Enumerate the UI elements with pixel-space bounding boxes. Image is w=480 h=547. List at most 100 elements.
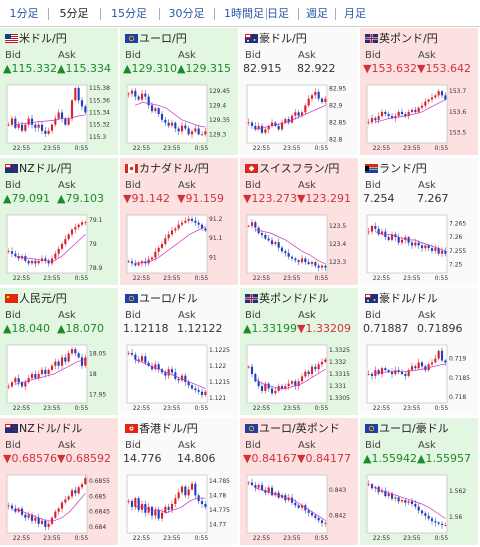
chart-container[interactable]: 14.785 14.78 14.775 14.77 22:55 23:55 0:55 xyxy=(125,473,235,542)
tab-2[interactable]: 5分足 xyxy=(59,7,89,20)
candle-body xyxy=(70,229,74,235)
candle-body xyxy=(27,378,30,383)
chart-container[interactable]: 129.45 129.4 129.35 129.3 22:55 23:55 0:55 xyxy=(125,83,235,152)
candle-body xyxy=(14,253,17,257)
y-tick-label: 82.95 xyxy=(329,85,346,92)
currency-pair-link[interactable]: NZドル/ドル xyxy=(5,421,82,437)
chart-container[interactable]: 1.1225 1.122 1.1215 1.121 22:55 23:55 0:55 xyxy=(125,343,235,412)
tab-5[interactable]: 1時間足 xyxy=(224,7,264,20)
rate-panel[interactable]: 豪ドル/円 Bid Ask 82.915 82.922 82.95 82.9 82.85 82.… xyxy=(240,28,358,155)
candle-body xyxy=(304,371,307,377)
chart-container[interactable]: 79.1 79 78.9 22:55 23:55 0:55 xyxy=(5,213,115,282)
price-chart: 18.05 18 17.95 22:55 23:55 0:55 xyxy=(6,344,106,412)
currency-pair-label: 人民元/円 xyxy=(19,292,67,305)
rate-panel[interactable]: 英ポンド/円 Bid Ask ▼153.632 ▼153.642 153.7 153.6 15… xyxy=(360,28,478,155)
chart-container[interactable]: 0.843 0.842 22:55 23:55 0:55 xyxy=(245,473,355,542)
ask-label: Ask xyxy=(58,50,76,61)
chart-plot-area xyxy=(246,214,328,274)
chart-container[interactable]: 0.6855 0.685 0.6845 0.684 22:55 23:55 0:55 xyxy=(5,473,115,542)
candle-body xyxy=(417,506,420,511)
currency-pair-link[interactable]: ユーロ/英ポンド xyxy=(245,421,340,437)
bid-label: Bid xyxy=(245,50,261,61)
y-tick-label: 129.45 xyxy=(209,88,230,95)
chart-container[interactable]: 1.3325 1.332 1.3315 1.331 1.3305 22:55 23:55 0:… xyxy=(245,343,355,412)
bid-value: 82.915 xyxy=(243,62,282,75)
currency-pair-link[interactable]: 香港ドル/円 xyxy=(125,421,198,437)
candle-body xyxy=(204,391,207,395)
currency-pair-link[interactable]: 豪ドル/ドル xyxy=(365,291,438,307)
rate-panel[interactable]: スイスフラン/円 Bid Ask ▼123.273 ▼123.291 123.5 123.4… xyxy=(240,158,358,285)
currency-pair-label: NZドル/円 xyxy=(19,162,72,175)
tab-6[interactable]: 日足 xyxy=(267,7,289,20)
candle-body xyxy=(437,350,440,359)
currency-pair-link[interactable]: ユーロ/円 xyxy=(125,31,187,47)
tab-7[interactable]: 週足 xyxy=(306,7,328,20)
chart-container[interactable]: 115.38 115.36 115.34 115.32 115.3 22:55 23:55 0… xyxy=(5,83,115,152)
rate-panel[interactable]: ユーロ/円 Bid Ask ▲129.310 ▲129.315 129.45 129.4 12… xyxy=(120,28,238,155)
y-tick-label: 18 xyxy=(89,371,97,378)
candle-body xyxy=(290,381,294,384)
candle-body xyxy=(250,222,254,226)
ask-label: Ask xyxy=(58,310,76,321)
currency-pair-label: ユーロ/英ポンド xyxy=(259,422,340,435)
rate-panel[interactable]: 英ポンド/ドル Bid Ask ▲1.33199 ▼1.33209 1.3325 1.332… xyxy=(240,288,358,415)
candle-body xyxy=(420,362,424,367)
rate-panel[interactable]: ユーロ/ドル Bid Ask 1.12118 1.12122 1.1225 1.122 1.1… xyxy=(120,288,238,415)
candle-body xyxy=(434,358,437,363)
chart-container[interactable]: 91.2 91.1 91 22:55 23:55 0:55 xyxy=(125,213,235,282)
chart-container[interactable]: 7.265 7.26 7.255 7.25 22:55 23:55 0:55 xyxy=(365,213,475,282)
currency-pair-link[interactable]: 米ドル/円 xyxy=(5,31,67,47)
rate-panel[interactable]: 豪ドル/ドル Bid Ask 0.71887 0.71896 0.719 0.7185 0.7… xyxy=(360,288,478,415)
x-tick-label: 22:55 xyxy=(373,145,390,152)
currency-pair-link[interactable]: ユーロ/豪ドル xyxy=(365,421,449,437)
currency-pair-link[interactable]: ユーロ/ドル xyxy=(125,291,198,307)
rate-panel[interactable]: ユーロ/豪ドル Bid Ask ▲1.55942 ▲1.55957 1.562 1.56 22… xyxy=(360,418,478,545)
rate-panel[interactable]: ランド/円 Bid Ask 7.254 7.267 7.265 7.26 7.255 7.25 2… xyxy=(360,158,478,285)
chart-container[interactable]: 153.7 153.6 153.5 22:55 23:55 0:55 xyxy=(365,83,475,152)
currency-pair-link[interactable]: カナダドル/円 xyxy=(125,161,209,177)
bid-value: ▲79.091 xyxy=(3,192,50,205)
currency-pair-link[interactable]: 豪ドル/円 xyxy=(245,31,307,47)
y-tick-label: 153.5 xyxy=(449,130,466,137)
chart-container[interactable]: 1.562 1.56 22:55 23:55 0:55 xyxy=(365,473,475,542)
candle-body xyxy=(14,118,17,128)
candle-body xyxy=(184,125,187,129)
rate-panel[interactable]: NZドル/円 Bid Ask ▲79.091 ▲79.103 79.1 79 78.9 22:5… xyxy=(0,158,118,285)
tab-3[interactable]: 15分足 xyxy=(111,7,147,20)
candle-body xyxy=(387,370,390,373)
chart-container[interactable]: 18.05 18 17.95 22:55 23:55 0:55 xyxy=(5,343,115,412)
y-tick-label: 129.4 xyxy=(209,102,226,109)
rate-panel[interactable]: カナダドル/円 Bid Ask ▼91.142 ▼91.159 91.2 91.1 91 22:… xyxy=(120,158,238,285)
moving-average-line xyxy=(134,359,206,389)
currency-pair-link[interactable]: スイスフラン/円 xyxy=(245,161,339,177)
candle-body xyxy=(257,125,260,130)
bid-label: Bid xyxy=(365,310,381,321)
rate-panel[interactable]: 香港ドル/円 Bid Ask 14.776 14.806 14.785 14.78 14.77… xyxy=(120,418,238,545)
currency-pair-link[interactable]: ランド/円 xyxy=(365,161,427,177)
moving-average-line xyxy=(14,114,86,126)
candle-body xyxy=(320,265,324,268)
tab-4[interactable]: 30分足 xyxy=(168,7,205,20)
chart-container[interactable]: 82.95 82.9 82.85 82.8 22:55 23:55 0:55 xyxy=(245,83,355,152)
currency-pair-link[interactable]: NZドル/円 xyxy=(5,161,71,177)
rate-panel[interactable]: ユーロ/英ポンド Bid Ask ▼0.84167 ▼0.84177 0.843 0.842… xyxy=(240,418,358,545)
candle-body xyxy=(434,248,437,251)
rate-panel[interactable]: NZドル/ドル Bid Ask ▼0.68576 ▼0.68592 0.6855 0.685… xyxy=(0,418,118,545)
candle-body xyxy=(14,378,17,383)
tab-8[interactable]: 月足 xyxy=(344,7,366,20)
x-tick-label: 23:55 xyxy=(163,275,180,282)
currency-pair-link[interactable]: 英ポンド/円 xyxy=(365,31,438,47)
candle-body xyxy=(307,262,310,264)
candle-body xyxy=(177,224,180,229)
chart-container[interactable]: 123.5 123.4 123.3 22:55 23:55 0:55 xyxy=(245,213,355,282)
chart-container[interactable]: 0.719 0.7185 0.718 22:55 23:55 0:55 xyxy=(365,343,475,412)
rate-panel[interactable]: 米ドル/円 Bid Ask ▲115.332 ▲115.334 115.38 115.36 1… xyxy=(0,28,118,155)
candle-body xyxy=(147,362,150,366)
y-tick-label: 82.9 xyxy=(329,102,343,109)
rate-panel[interactable]: 人民元/円 Bid Ask ▲18.040 ▲18.070 18.05 18 17.95 22:… xyxy=(0,288,118,415)
currency-pair-link[interactable]: 英ポンド/ドル xyxy=(245,291,329,307)
currency-pair-link[interactable]: 人民元/円 xyxy=(5,291,67,307)
tab-1[interactable]: 1分足 xyxy=(9,7,39,20)
x-tick-label: 23:55 xyxy=(163,405,180,412)
candle-body xyxy=(310,262,314,264)
